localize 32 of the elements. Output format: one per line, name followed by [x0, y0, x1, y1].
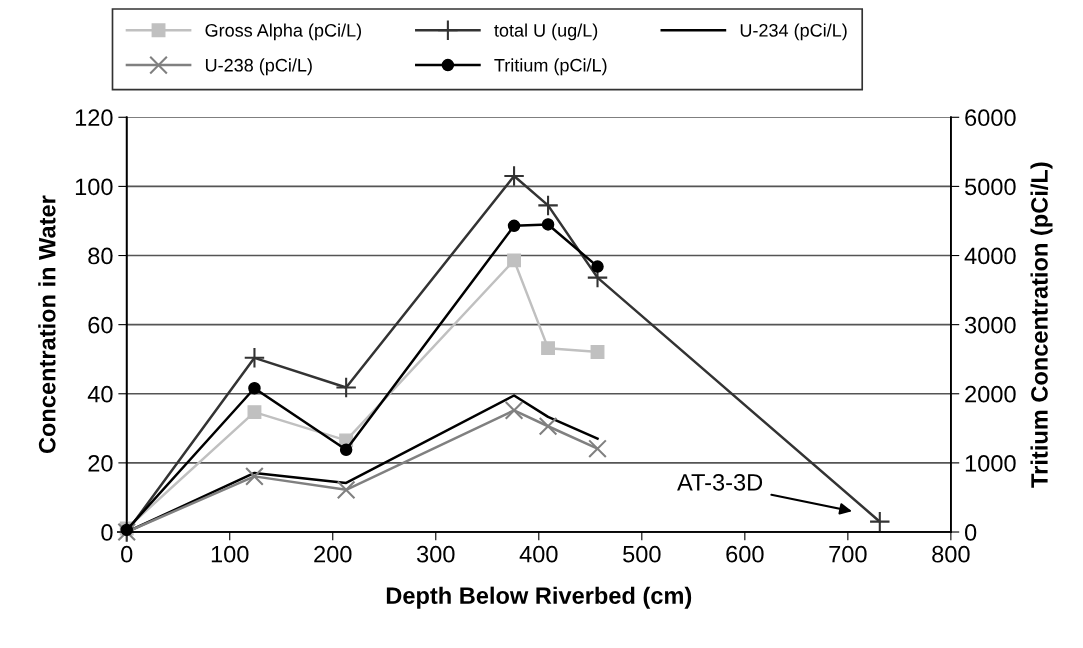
- y2-tick-label: 5000: [965, 178, 1016, 196]
- y2-tick-label: 4000: [964, 247, 1016, 265]
- x-tick-label: 700: [829, 545, 867, 563]
- y2-tick-label: 3000: [964, 316, 1016, 334]
- x-tick-label: 300: [416, 545, 455, 563]
- x-tick-label: 800: [932, 545, 970, 563]
- y-tick-label: 0: [101, 524, 113, 541]
- legend-label: U-234 (pCi/L): [740, 23, 847, 41]
- x-tick-label: 0: [121, 545, 133, 563]
- x-tick-label: 500: [623, 545, 661, 563]
- y2-tick-label: 1000: [965, 454, 1016, 472]
- y2-axis-title: Tritium Concentration (pCi/L): [1030, 162, 1053, 488]
- y2-tick-label: 6000: [965, 109, 1016, 127]
- y-axis-title: Concentration in Water: [38, 195, 56, 454]
- y-tick-label: 60: [88, 316, 113, 334]
- legend-label: Gross Alpha (pCi/L): [205, 23, 362, 41]
- y-tick-label: 80: [88, 247, 113, 265]
- x-tick-label: 400: [519, 545, 558, 563]
- y-tick-label: 20: [88, 454, 113, 472]
- y2-tick-label: 2000: [965, 385, 1016, 403]
- x-tick-label: 200: [314, 545, 352, 563]
- legend-label: Tritium (pCi/L): [494, 58, 607, 76]
- y2-tick-label: 0: [964, 524, 977, 541]
- x-tick-label: 100: [211, 545, 249, 563]
- y-tick-label: 120: [75, 109, 113, 127]
- legend-label: U-238 (pCi/L): [205, 58, 312, 76]
- y-tick-label: 100: [75, 178, 113, 196]
- legend-label: total U (ug/L): [494, 23, 598, 41]
- annotation: AT-3-3D: [677, 473, 763, 491]
- x-tick-label: 600: [726, 545, 764, 563]
- y-tick-label: 40: [87, 385, 113, 403]
- x-axis-title: Depth Below Riverbed (cm): [386, 586, 692, 609]
